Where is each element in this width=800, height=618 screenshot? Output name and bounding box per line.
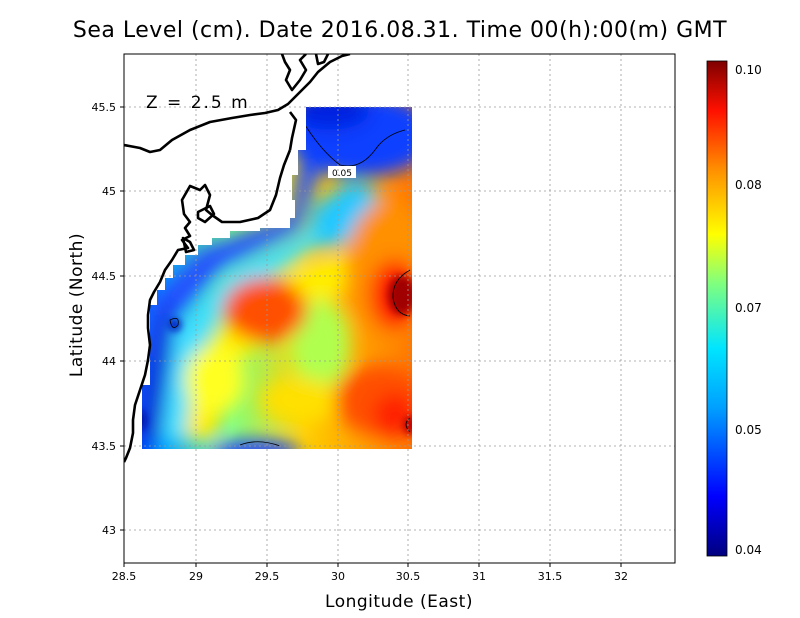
y-tick-label: 43.5 bbox=[92, 440, 117, 453]
colorbar-tick-label: 0.07 bbox=[735, 301, 762, 315]
x-axis-label: Longitude (East) bbox=[325, 592, 473, 612]
x-tick-label: 31.5 bbox=[538, 570, 563, 583]
x-tick-label: 31 bbox=[472, 570, 486, 583]
colorbar-tick-label: 0.04 bbox=[735, 543, 762, 557]
colorbar-tick-label: 0.08 bbox=[735, 178, 762, 192]
y-tick-label: 45.5 bbox=[92, 101, 117, 114]
y-tick-label: 44.5 bbox=[92, 270, 117, 283]
colorbar-tick-label: 0.05 bbox=[735, 423, 762, 437]
colorbar-frame bbox=[706, 60, 728, 557]
x-tick-labels: 28.5 29 29.5 30 30.5 31 31.5 32 bbox=[112, 570, 628, 583]
colorbar-gradient bbox=[707, 61, 727, 556]
map-title: Sea Level (cm). Date 2016.08.31. Time 00… bbox=[72, 18, 728, 43]
depth-label: Z = 2.5 m bbox=[146, 93, 250, 113]
colorbar: 0.04 0.05 0.07 0.08 0.10 bbox=[706, 60, 762, 557]
y-axis-label: Latitude (North) bbox=[67, 233, 87, 377]
colorbar-tick-label: 0.10 bbox=[735, 63, 762, 77]
y-tick-label: 45 bbox=[102, 185, 116, 198]
x-tick-label: 32 bbox=[614, 570, 628, 583]
x-tick-label: 30 bbox=[331, 570, 345, 583]
grid-lines bbox=[124, 54, 675, 563]
y-tick-label: 44 bbox=[102, 355, 116, 368]
contour-label: 0.05 bbox=[332, 169, 352, 179]
x-tick-label: 30.5 bbox=[396, 570, 421, 583]
y-tick-marks bbox=[120, 106, 124, 531]
plot-frame bbox=[123, 53, 676, 564]
x-tick-label: 29.5 bbox=[255, 570, 280, 583]
coastline bbox=[124, 54, 351, 463]
y-tick-label: 43 bbox=[102, 524, 116, 537]
contour-label-box bbox=[328, 166, 356, 178]
x-tick-marks bbox=[123, 563, 622, 567]
x-tick-label: 29 bbox=[189, 570, 203, 583]
y-tick-labels: 43 43.5 44 44.5 45 45.5 bbox=[92, 101, 117, 537]
x-tick-label: 28.5 bbox=[112, 570, 137, 583]
